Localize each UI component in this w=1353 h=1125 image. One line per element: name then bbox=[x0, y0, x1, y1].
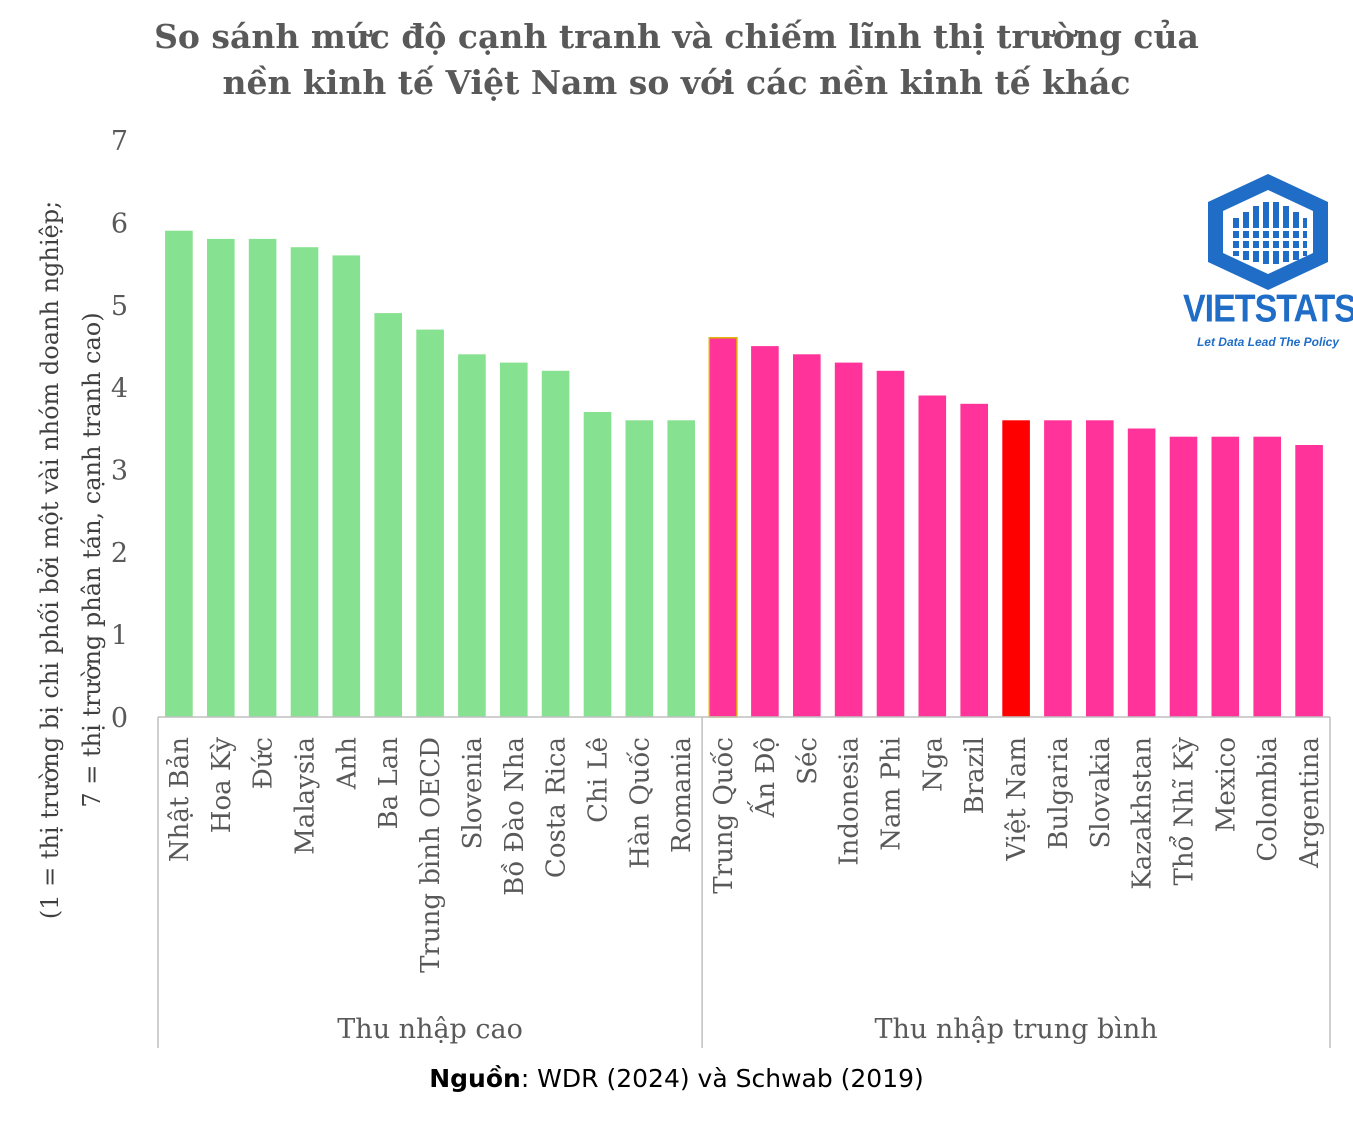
x-tick-label: Đức bbox=[249, 737, 279, 789]
bar-chi-le bbox=[583, 412, 612, 717]
bar-argentina bbox=[1295, 445, 1323, 717]
x-tick-label: Romania bbox=[667, 737, 697, 853]
x-tick-label: Hoa Kỳ bbox=[207, 737, 237, 834]
group-label: Thu nhập cao bbox=[337, 1014, 523, 1045]
x-tick-label: Bulgaria bbox=[1044, 737, 1074, 850]
y-axis-label: (1 = thị trường bị chi phối bởi một vài … bbox=[36, 201, 106, 919]
x-tick-label: Trung Quốc bbox=[709, 737, 739, 894]
x-tick-label: Séc bbox=[793, 737, 823, 785]
x-tick-label: Slovakia bbox=[1086, 737, 1116, 849]
bar-kazakhstan bbox=[1127, 428, 1156, 717]
x-tick-label: Bồ Đào Nha bbox=[500, 737, 530, 896]
chart-title-line-2: nền kinh tế Việt Nam so với các nền kinh… bbox=[222, 63, 1131, 102]
y-tick-label: 6 bbox=[111, 208, 128, 239]
x-tick-label: Nhật Bản bbox=[165, 737, 195, 862]
y-tick-label: 2 bbox=[111, 538, 128, 569]
x-tick-label: Argentina bbox=[1295, 737, 1325, 869]
x-tick-label: Trung bình OECD bbox=[416, 737, 446, 973]
x-tick-label: Ba Lan bbox=[374, 737, 404, 830]
bars bbox=[165, 230, 1323, 718]
y-tick-label: 3 bbox=[111, 456, 128, 487]
bar-mexico bbox=[1211, 436, 1240, 717]
x-tick-label: Hàn Quốc bbox=[625, 737, 655, 869]
source-text: : WDR (2024) và Schwab (2019) bbox=[520, 1064, 924, 1093]
bar-sec bbox=[793, 354, 821, 717]
bar-slovakia bbox=[1086, 420, 1114, 717]
bar-costa-rica bbox=[541, 370, 570, 717]
x-tick-label: Mexico bbox=[1211, 737, 1241, 832]
y-tick-label: 0 bbox=[111, 703, 128, 734]
group-labels: Thu nhập cao Thu nhập trung bình bbox=[337, 1014, 1157, 1045]
logo-tagline: Let Data Lead The Policy bbox=[1196, 335, 1340, 349]
bar-han-quoc bbox=[625, 420, 654, 717]
x-tick-label: Slovenia bbox=[458, 737, 488, 849]
bar-an-do bbox=[751, 346, 779, 717]
x-tick-label: Malaysia bbox=[291, 737, 321, 855]
x-tick-label: Anh bbox=[332, 737, 362, 791]
x-tick-label: Việt Nam bbox=[1002, 737, 1032, 862]
bar-trung-quoc bbox=[708, 337, 738, 718]
bar-tho-nhi-ky bbox=[1169, 436, 1198, 717]
building-hexagon-icon bbox=[1208, 174, 1328, 290]
x-tick-label: Costa Rica bbox=[542, 737, 572, 878]
chart-title: So sánh mức độ cạnh tranh và chiếm lĩnh … bbox=[0, 14, 1353, 106]
x-tick-labels: Nhật Bản Hoa Kỳ Đức Malaysia Anh Ba Lan Trung … bbox=[165, 737, 1325, 973]
group-label: Thu nhập trung bình bbox=[874, 1014, 1157, 1045]
axes bbox=[157, 716, 1331, 1048]
y-axis-label-line-1: (1 = thị trường bị chi phối bởi một vài … bbox=[36, 201, 64, 919]
bar-bo-dao-nha bbox=[500, 362, 528, 717]
bar-indonesia bbox=[834, 362, 863, 717]
bar-malaysia bbox=[290, 247, 319, 717]
bar-viet-nam bbox=[1002, 420, 1030, 717]
bar-slovenia bbox=[458, 354, 486, 717]
source-label: Nguồn bbox=[429, 1064, 521, 1093]
x-tick-label: Nam Phi bbox=[877, 737, 907, 851]
y-tick-label: 4 bbox=[111, 373, 128, 404]
vietstats-logo: VIETSTATS Let Data Lead The Policy bbox=[1183, 172, 1353, 357]
bar-chart: (1 = thị trường bị chi phối bởi một vài … bbox=[36, 126, 1331, 1048]
bar-duc bbox=[248, 238, 277, 717]
bar-hoa-ky bbox=[207, 238, 235, 717]
chart-title-line-1: So sánh mức độ cạnh tranh và chiếm lĩnh … bbox=[154, 17, 1199, 56]
x-tick-label: Chi Lê bbox=[584, 737, 614, 823]
x-tick-label: Kazakhstan bbox=[1128, 737, 1158, 890]
bar-anh bbox=[332, 255, 361, 717]
x-tick-label: Indonesia bbox=[835, 737, 865, 866]
x-tick-label: Brazil bbox=[960, 737, 990, 814]
logo-name: VIETSTATS bbox=[1183, 287, 1353, 331]
y-tick-label: 7 bbox=[111, 126, 128, 157]
bar-colombia bbox=[1253, 436, 1281, 717]
y-ticks: 0 1 2 3 4 5 6 7 bbox=[111, 126, 128, 734]
bar-brazil bbox=[960, 403, 988, 717]
bar-nga bbox=[918, 395, 947, 717]
x-tick-label: Ấn Độ bbox=[747, 737, 781, 818]
y-tick-label: 5 bbox=[111, 291, 128, 322]
source-note: Nguồn: WDR (2024) và Schwab (2019) bbox=[0, 1064, 1353, 1093]
y-axis-label-line-2: 7 = thị trường phân tán, cạnh tranh cao) bbox=[78, 312, 106, 807]
x-tick-label: Nga bbox=[918, 737, 948, 792]
bar-bulgaria bbox=[1044, 420, 1072, 717]
x-tick-label: Thổ Nhĩ Kỳ bbox=[1169, 737, 1200, 886]
bar-romania bbox=[667, 420, 695, 717]
bar-ba-lan bbox=[374, 313, 402, 717]
y-tick-label: 1 bbox=[111, 621, 128, 652]
bar-trung-binh-oecd bbox=[416, 329, 444, 717]
bar-nhat-ban bbox=[165, 230, 193, 717]
bar-nam-phi bbox=[876, 370, 905, 717]
x-tick-label: Colombia bbox=[1253, 737, 1283, 862]
